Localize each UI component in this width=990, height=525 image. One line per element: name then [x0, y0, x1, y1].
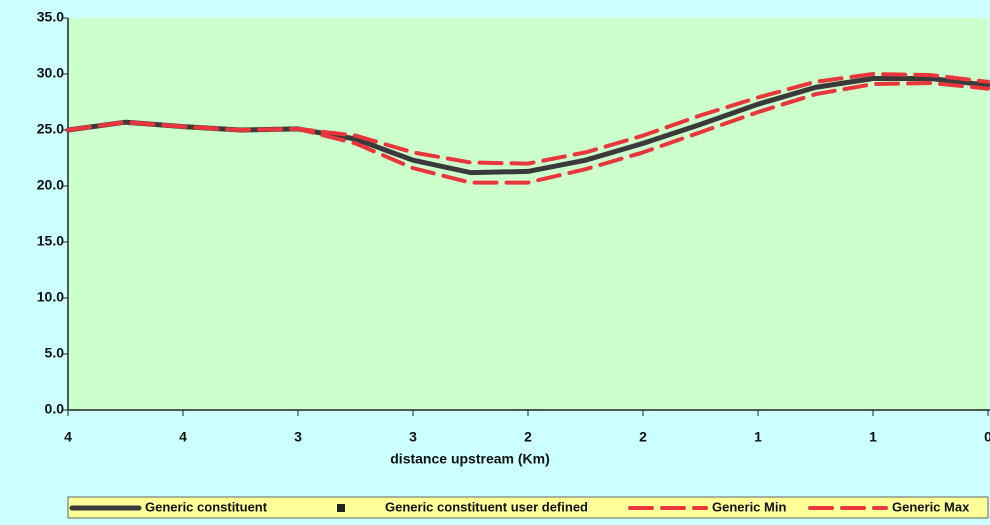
x-tick-label: 1 — [869, 429, 877, 445]
y-tick-label: 10.0 — [37, 289, 64, 305]
legend-label: Generic Min — [712, 499, 786, 514]
x-tick-label: 3 — [294, 429, 302, 445]
legend-label: Generic constituent — [145, 499, 268, 514]
legend-swatch — [337, 504, 345, 512]
legend-label: Generic Max — [892, 499, 970, 514]
x-axis-title: distance upstream (Km) — [390, 451, 549, 467]
y-tick-label: 5.0 — [45, 345, 65, 361]
x-tick-label: 2 — [639, 429, 647, 445]
y-tick-label: 25.0 — [37, 121, 64, 137]
x-tick-label: 1 — [754, 429, 762, 445]
x-tick-label: 4 — [179, 429, 187, 445]
x-tick-label: 4 — [64, 429, 72, 445]
y-tick-label: 0.0 — [45, 401, 65, 417]
y-tick-label: 15.0 — [37, 233, 64, 249]
y-tick-label: 20.0 — [37, 177, 64, 193]
chart: distance upstream (Km) Generic constitue… — [0, 0, 990, 520]
y-tick-label: 35.0 — [37, 9, 64, 25]
legend-label: Generic constituent user defined — [385, 499, 588, 514]
y-tick-label: 30.0 — [37, 65, 64, 81]
page: {"chart_data": {"type": "line", "x_label… — [0, 0, 990, 525]
x-tick-label: 2 — [524, 429, 532, 445]
x-tick-label: 3 — [409, 429, 417, 445]
x-tick-label: 0 — [984, 429, 990, 445]
